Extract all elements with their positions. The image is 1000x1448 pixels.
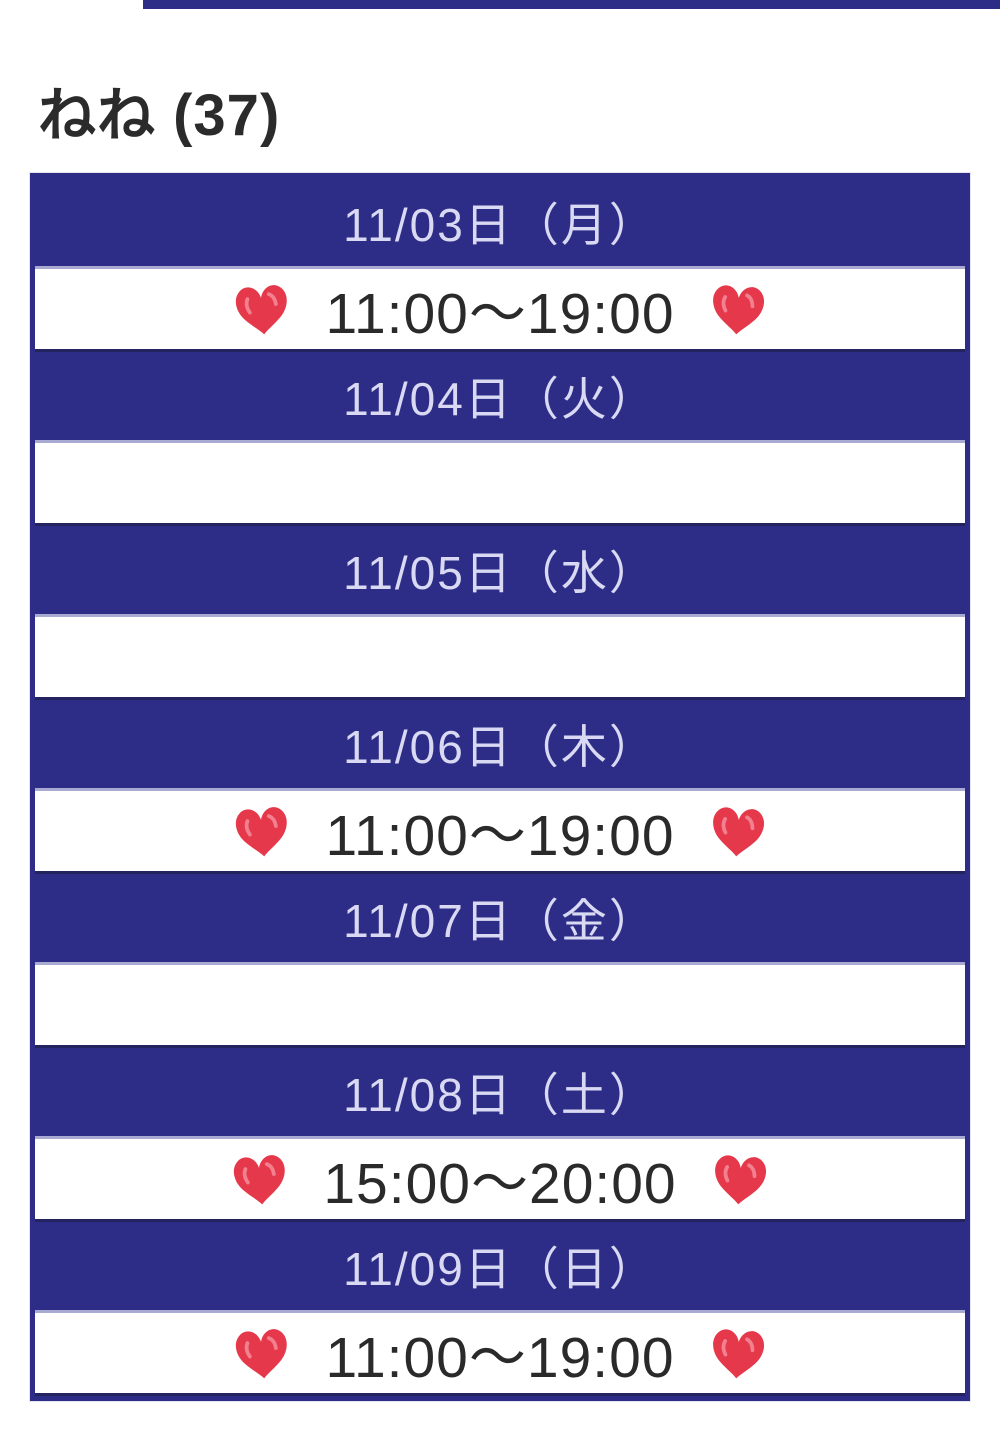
date-row: 11/06日（木） (35, 700, 965, 788)
heart-icon (225, 1145, 296, 1213)
date-label: 11/05日（水） (343, 547, 657, 599)
date-label: 11/03日（月） (343, 199, 657, 251)
schedule-day-group: 11/03日（月） 11:00～19:00 (35, 178, 965, 352)
time-row (35, 962, 965, 1048)
time-row: 11:00～19:00 (35, 266, 965, 352)
date-row: 11/07日（金） (35, 874, 965, 962)
schedule-day-group: 11/06日（木） 11:00～19:00 (35, 700, 965, 874)
heart-icon (702, 798, 772, 864)
time-row (35, 440, 965, 526)
time-row (35, 614, 965, 700)
schedule-table: 11/03日（月） 11:00～19:00 11/04日（火） (30, 173, 970, 1401)
heart-icon (227, 1319, 298, 1387)
time-label: 11:00～19:00 (325, 1326, 675, 1390)
date-row: 11/09日（日） (35, 1222, 965, 1310)
date-label: 11/04日（火） (343, 373, 657, 425)
heart-icon (705, 1146, 775, 1212)
time-row: 11:00～19:00 (35, 1310, 965, 1396)
heart-icon (702, 276, 772, 342)
heart-icon (227, 797, 298, 865)
schedule-day-group: 11/05日（水） (35, 526, 965, 700)
time-row: 15:00～20:00 (35, 1136, 965, 1222)
page-title: ねね (37) (38, 82, 281, 148)
heart-icon (227, 275, 298, 343)
date-label: 11/07日（金） (343, 895, 657, 947)
date-row: 11/03日（月） (35, 178, 965, 266)
time-label: 11:00～19:00 (325, 282, 675, 346)
date-row: 11/04日（火） (35, 352, 965, 440)
time-label: 11:00～19:00 (325, 804, 675, 868)
schedule-day-group: 11/04日（火） (35, 352, 965, 526)
schedule-day-group: 11/08日（土） 15:00～20:00 (35, 1048, 965, 1222)
date-label: 11/09日（日） (343, 1243, 657, 1295)
previous-element-edge-strip (143, 0, 1000, 9)
date-label: 11/08日（土） (343, 1069, 657, 1121)
time-label: 15:00～20:00 (323, 1152, 677, 1216)
schedule-day-group: 11/07日（金） (35, 874, 965, 1048)
date-row: 11/05日（水） (35, 526, 965, 614)
schedule-day-group: 11/09日（日） 11:00～19:00 (35, 1222, 965, 1396)
time-row: 11:00～19:00 (35, 788, 965, 874)
date-label: 11/06日（木） (343, 721, 657, 773)
heart-icon (702, 1320, 772, 1386)
date-row: 11/08日（土） (35, 1048, 965, 1136)
